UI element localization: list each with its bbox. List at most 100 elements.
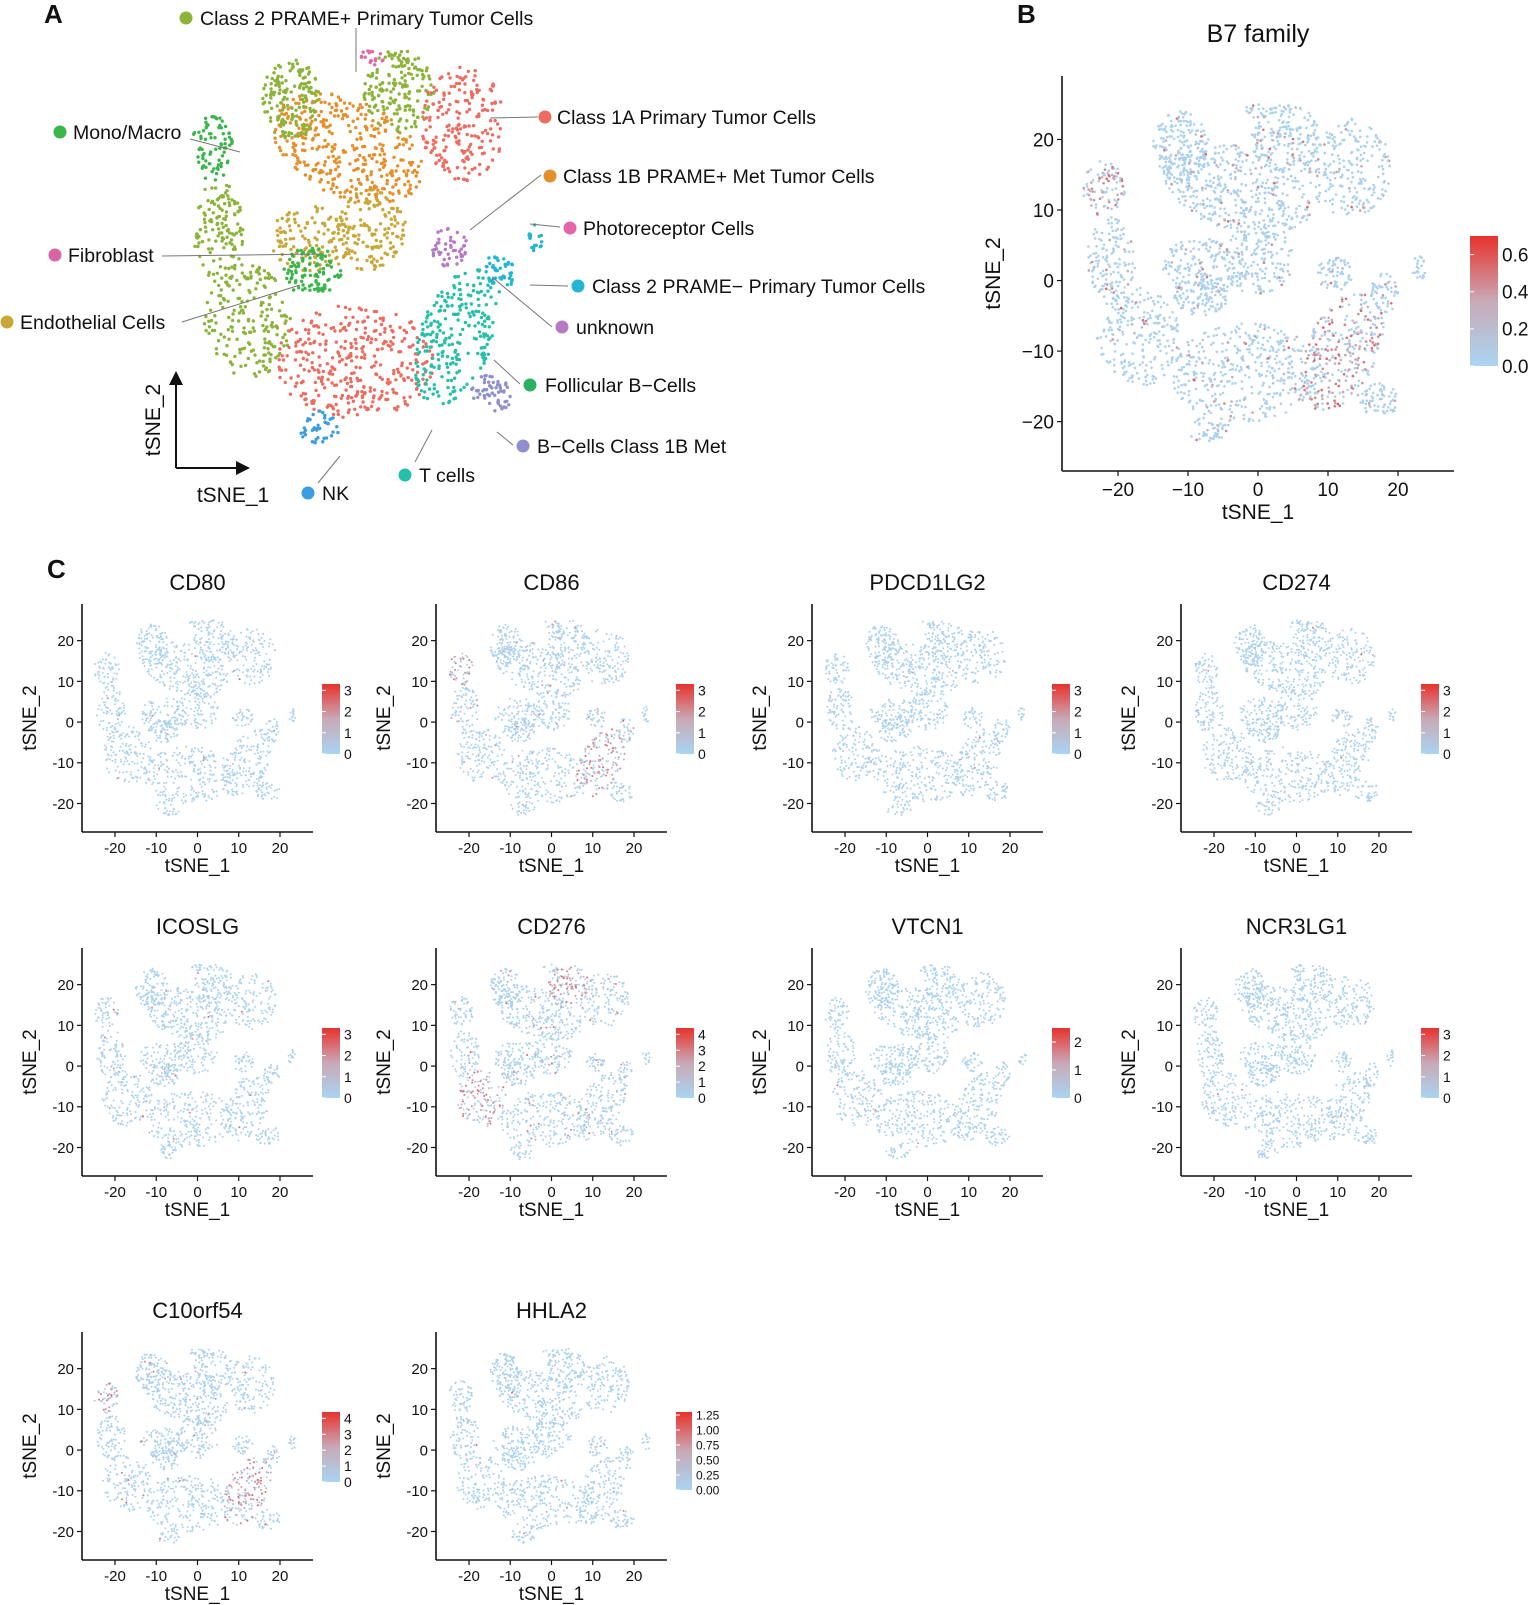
cell-point: [227, 284, 231, 288]
cell-point: [1252, 251, 1256, 255]
cell-point: [1211, 254, 1214, 258]
cell-point: [1152, 336, 1156, 339]
cell-point: [220, 276, 224, 280]
cell-point: [1282, 120, 1285, 123]
cell-point: [431, 142, 435, 146]
cell-point: [1317, 194, 1321, 197]
cell-point: [1272, 328, 1276, 332]
cell-point: [361, 144, 365, 149]
cell-point: [336, 165, 340, 169]
cell-point: [1235, 251, 1239, 254]
cell-point: [383, 327, 387, 331]
cell-point: [351, 315, 355, 319]
points: [1082, 103, 1426, 443]
cell-point: [243, 363, 248, 368]
cell-point: [278, 88, 282, 92]
cell-point: [1361, 336, 1364, 340]
cell-point: [1279, 268, 1282, 271]
cell-point: [1234, 203, 1238, 207]
cell-point: [380, 81, 384, 85]
cell-point: [1115, 199, 1118, 203]
cell-point: [338, 195, 343, 199]
cell-point: [196, 155, 200, 159]
cell-point: [1291, 371, 1295, 375]
cell-point: [1091, 275, 1095, 279]
cell-point: [338, 160, 342, 164]
cell-point: [1231, 163, 1235, 167]
cell-point: [1200, 167, 1203, 171]
cell-point: [231, 288, 235, 292]
cell-point: [1281, 222, 1284, 225]
cell-point: [414, 361, 418, 365]
cell-point: [1112, 363, 1116, 367]
cell-point: [232, 233, 236, 237]
cell-point: [1242, 413, 1246, 417]
cell-point: [451, 127, 455, 131]
cell-point: [317, 113, 321, 118]
cell-point: [1249, 172, 1253, 175]
cell-point: [1206, 217, 1210, 221]
cell-point: [362, 392, 367, 396]
cell-point: [1182, 300, 1186, 304]
cell-point: [296, 261, 300, 265]
cell-point: [1318, 357, 1322, 361]
cell-point: [1287, 254, 1290, 257]
cell-point: [334, 402, 338, 407]
cell-point: [424, 344, 429, 349]
cell-point: [1179, 134, 1183, 137]
cell-point: [1193, 307, 1196, 310]
cell-point: [268, 359, 272, 364]
cell-point: [405, 366, 409, 370]
cell-point: [299, 248, 303, 253]
legend-dot: [48, 248, 62, 262]
cell-point: [308, 177, 312, 181]
cell-point: [481, 108, 485, 113]
cell-point: [486, 352, 491, 356]
cell-point: [1367, 187, 1370, 191]
cell-point: [1212, 176, 1216, 180]
cell-point: [233, 354, 237, 359]
cell-point: [1168, 156, 1171, 160]
cell-point: [1229, 223, 1233, 226]
cell-point: [1331, 391, 1334, 395]
cell-point: [1234, 148, 1238, 151]
cell-point: [391, 64, 395, 68]
cell-point: [389, 206, 394, 211]
cell-point: [490, 334, 494, 338]
cell-point: [1267, 241, 1270, 245]
cell-point: [1158, 144, 1162, 148]
cell-point: [377, 397, 381, 401]
cell-point: [387, 81, 391, 85]
cell-point: [1132, 317, 1136, 321]
cell-point: [399, 50, 404, 54]
cell-point: [1263, 348, 1266, 352]
cell-point: [441, 161, 445, 166]
cell-point: [1197, 159, 1201, 163]
cell-point: [1162, 128, 1165, 131]
cell-point: [347, 225, 351, 230]
cell-point: [1274, 266, 1278, 270]
cell-point: [1301, 215, 1305, 218]
cell-point: [1094, 259, 1098, 263]
cell-point: [1176, 299, 1179, 302]
cell-point: [1152, 375, 1156, 379]
cell-point: [1275, 391, 1279, 395]
cell-point: [1274, 111, 1277, 114]
cell-point: [1177, 188, 1180, 191]
cell-point: [224, 242, 228, 246]
cell-point: [1190, 264, 1193, 267]
cell-point: [1213, 400, 1216, 403]
cell-point: [1266, 339, 1270, 343]
cell-point: [1245, 207, 1249, 210]
cell-point: [1110, 207, 1113, 211]
cell-point: [507, 403, 511, 407]
cell-point: [345, 356, 349, 360]
cell-point: [1170, 249, 1174, 253]
cell-point: [335, 273, 340, 277]
cell-point: [1174, 243, 1178, 247]
cell-point: [1316, 402, 1319, 406]
cell-point: [1277, 343, 1281, 346]
cell-point: [1333, 139, 1336, 143]
cell-point: [1264, 374, 1268, 378]
cell-point: [288, 121, 292, 125]
